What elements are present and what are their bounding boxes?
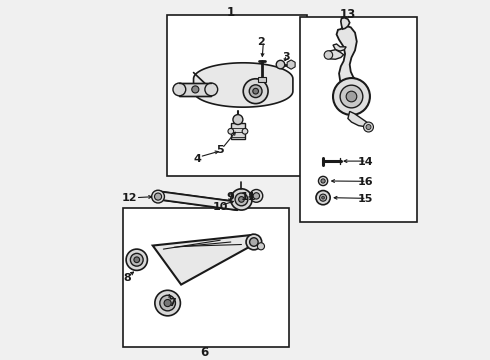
Circle shape: [249, 238, 258, 246]
Circle shape: [333, 78, 370, 115]
Circle shape: [160, 295, 175, 311]
Circle shape: [205, 83, 218, 96]
Circle shape: [235, 193, 248, 206]
Circle shape: [319, 194, 327, 201]
Polygon shape: [327, 50, 343, 59]
Text: 8: 8: [123, 273, 131, 283]
Polygon shape: [337, 26, 359, 114]
Circle shape: [366, 125, 371, 130]
Bar: [167, 15, 307, 176]
Circle shape: [346, 91, 357, 102]
Text: 15: 15: [358, 194, 373, 204]
Circle shape: [253, 88, 259, 94]
Circle shape: [155, 290, 180, 316]
Circle shape: [126, 249, 147, 270]
Polygon shape: [333, 44, 346, 51]
Circle shape: [321, 196, 324, 199]
Text: 4: 4: [193, 154, 201, 163]
Text: 12: 12: [122, 193, 137, 203]
Circle shape: [276, 60, 285, 69]
Circle shape: [243, 79, 268, 104]
Polygon shape: [194, 63, 293, 107]
Polygon shape: [348, 111, 371, 129]
Text: 9: 9: [227, 192, 235, 202]
Bar: [231, 123, 245, 139]
Text: 10: 10: [213, 202, 228, 212]
Text: 6: 6: [200, 346, 208, 359]
Text: 1: 1: [227, 5, 235, 19]
Text: 7: 7: [169, 298, 176, 308]
Bar: [122, 208, 290, 347]
Circle shape: [318, 176, 328, 186]
Circle shape: [364, 122, 373, 132]
Circle shape: [249, 85, 262, 98]
Polygon shape: [158, 191, 237, 210]
Circle shape: [228, 129, 234, 134]
Circle shape: [242, 129, 248, 134]
Circle shape: [340, 85, 363, 108]
Circle shape: [246, 234, 262, 250]
Circle shape: [233, 114, 243, 125]
Text: 3: 3: [282, 53, 290, 63]
Text: 5: 5: [217, 145, 224, 155]
Text: 16: 16: [358, 177, 373, 188]
Circle shape: [316, 190, 330, 205]
Circle shape: [250, 189, 263, 202]
Bar: [258, 77, 266, 82]
Circle shape: [324, 51, 333, 59]
Circle shape: [231, 189, 252, 210]
Bar: [179, 83, 211, 96]
Text: 13: 13: [340, 8, 356, 21]
Circle shape: [130, 253, 143, 266]
Circle shape: [192, 86, 199, 93]
Circle shape: [257, 243, 265, 250]
Circle shape: [164, 300, 171, 307]
Bar: [300, 17, 417, 222]
Circle shape: [253, 193, 260, 199]
Circle shape: [154, 193, 162, 200]
Polygon shape: [153, 235, 252, 285]
Circle shape: [134, 257, 140, 262]
Polygon shape: [341, 18, 350, 29]
Circle shape: [152, 190, 165, 203]
Circle shape: [321, 179, 325, 183]
Text: 14: 14: [358, 157, 373, 167]
Text: 2: 2: [257, 36, 265, 46]
Text: 11: 11: [241, 192, 256, 202]
Circle shape: [173, 83, 186, 96]
Circle shape: [239, 197, 245, 202]
